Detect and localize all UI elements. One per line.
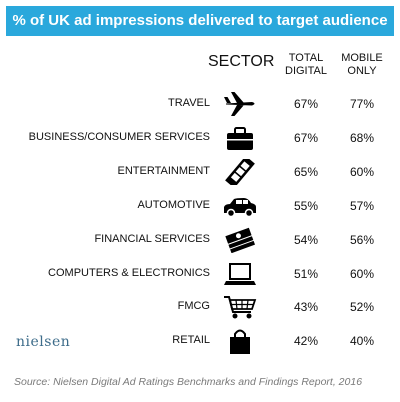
mobile-only-value: 68% [349, 130, 375, 145]
column-header: DIGITAL [285, 65, 327, 77]
column-header: ONLY [347, 65, 377, 77]
source: Source: Nielsen Digital Ad Ratings Bench… [14, 376, 363, 388]
mobile-only-value: 77% [349, 97, 375, 111]
sector-icon [224, 262, 256, 285]
sector-label: FINANCIAL SERVICES [94, 232, 210, 245]
logo: nielsen [16, 334, 71, 350]
total-digital-value: 43% [293, 300, 319, 315]
title-bar: % of UK ad impressions delivered to targ… [6, 6, 394, 36]
total-digital-value: 67% [293, 97, 319, 111]
sector-icon [224, 226, 257, 253]
column-header: SECTOR [208, 53, 275, 70]
sector-icon [224, 197, 256, 217]
mobile-only-value: 57% [349, 198, 375, 213]
total-digital-value: 67% [293, 130, 319, 145]
sector-label: AUTOMOTIVE [137, 198, 210, 211]
sector-icon [225, 158, 255, 185]
sector-label: ENTERTAINMENT [117, 164, 211, 177]
sector-icon [224, 92, 255, 116]
mobile-only-value: 56% [349, 232, 375, 247]
total-digital-value: 55% [293, 198, 319, 213]
mobile-only-value: 60% [349, 266, 375, 281]
sector-label: TRAVEL [168, 97, 210, 109]
sector-icon [224, 296, 257, 319]
mobile-only-value: 40% [349, 334, 375, 349]
mobile-only-value: 52% [349, 300, 375, 315]
sector-label: BUSINESS/CONSUMER SERVICES [28, 130, 210, 143]
total-digital-value: 51% [293, 266, 319, 281]
sector-label: COMPUTERS & ELECTRONICS [48, 266, 210, 279]
total-digital-value: 54% [293, 232, 319, 247]
mobile-only-value: 60% [349, 164, 375, 179]
sector-icon [227, 126, 253, 150]
sector-label: FMCG [177, 300, 210, 313]
total-digital-value: 42% [293, 334, 319, 349]
column-header: TOTAL [288, 52, 324, 64]
sector-label: RETAIL [172, 334, 210, 347]
column-header: MOBILE [341, 52, 383, 64]
sector-icon [230, 329, 250, 355]
total-digital-value: 65% [293, 164, 319, 179]
